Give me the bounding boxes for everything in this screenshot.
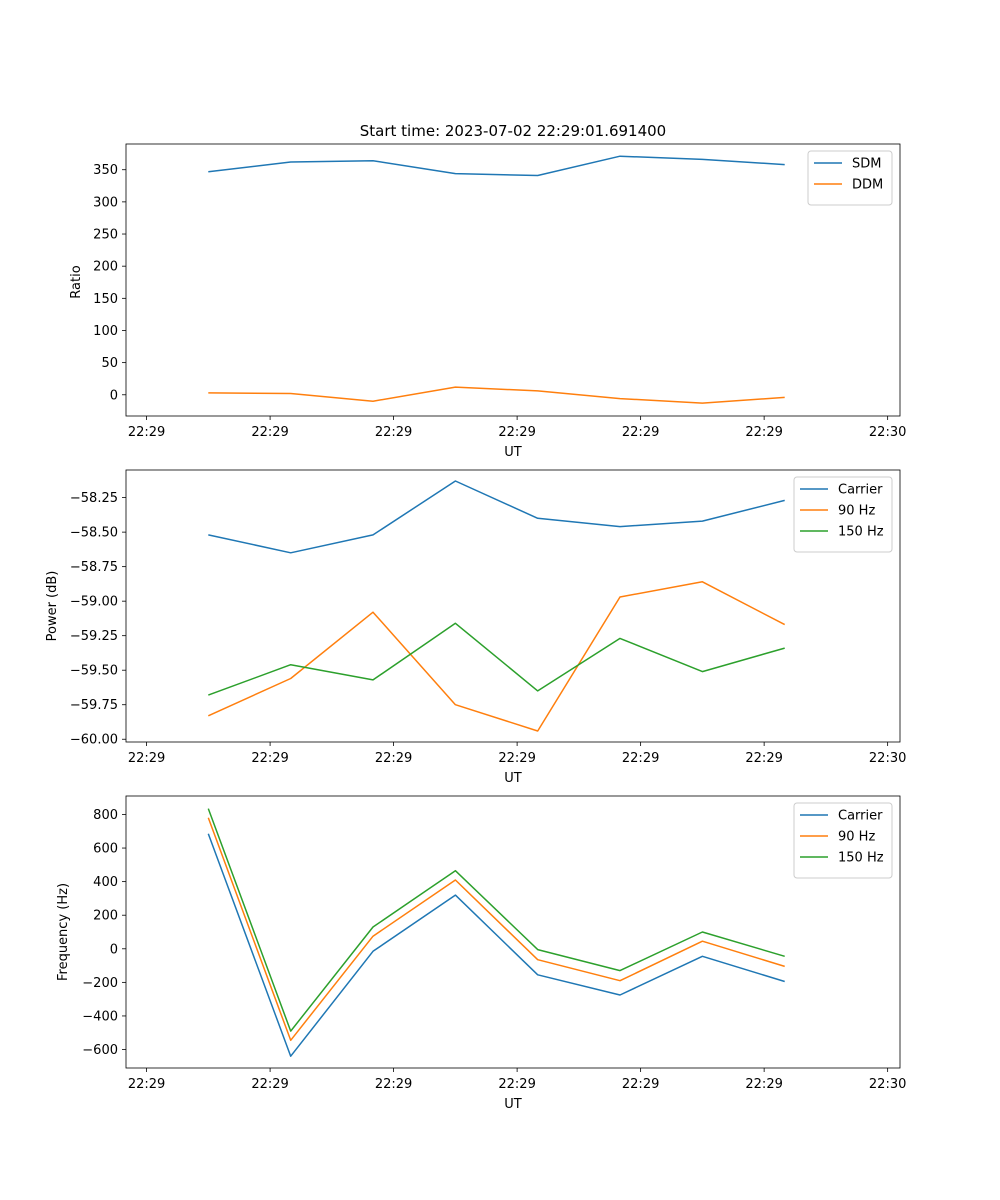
y-tick-label: −59.75: [70, 698, 118, 713]
y-tick-label: 200: [93, 909, 118, 924]
series-line-carrier: [208, 480, 785, 554]
x-tick-label: 22:29: [375, 425, 412, 440]
x-tick-label: 22:29: [251, 425, 288, 440]
x-tick-label: 22:29: [498, 1077, 535, 1092]
y-tick-label: −600: [82, 1043, 118, 1058]
series-line-150-hz: [207, 808, 785, 1032]
chart-title: Start time: 2023-07-02 22:29:01.691400: [360, 122, 666, 140]
x-tick-label: 22:29: [128, 1077, 165, 1092]
y-tick-label: 300: [93, 195, 118, 210]
legend-box: [807, 150, 893, 206]
x-tick-label: 22:30: [869, 1077, 906, 1092]
y-tick-label: 350: [93, 163, 118, 178]
y-tick-label: −58.25: [70, 491, 118, 506]
y-tick-label: 800: [93, 808, 118, 823]
x-tick-label: 22:29: [128, 425, 165, 440]
y-tick-label: 600: [93, 842, 118, 857]
axes-frame: [125, 795, 901, 1069]
axes-frame: [125, 143, 901, 417]
frequency-plot-area: 22:29 22:29 22:29 22:29 22:29 22:29 22:30 −600 −…: [82, 795, 906, 1092]
x-tick-label: 22:29: [498, 425, 535, 440]
series-line-sdm: [208, 155, 785, 177]
y-tick-label: 100: [93, 324, 118, 339]
x-tick-label: 22:29: [128, 751, 165, 766]
legend: SDM DDM: [807, 150, 893, 206]
legend-entry: 150 Hz: [838, 851, 884, 866]
x-tick-label: 22:30: [869, 751, 906, 766]
y-tick-label: 250: [93, 228, 118, 243]
y-tick-label: −58.75: [70, 560, 118, 575]
ratio-y-axis-label: Ratio: [69, 265, 84, 298]
frequency-panel: 22:29 22:29 22:29 22:29 22:29 22:29 22:30 −600 −…: [56, 795, 906, 1112]
x-tick-label: 22:29: [375, 1077, 412, 1092]
legend-entry: SDM: [852, 157, 881, 172]
power-x-axis-label: UT: [504, 771, 522, 786]
legend-entry: 90 Hz: [838, 830, 875, 845]
series-line-carrier: [207, 833, 785, 1057]
y-tick-label: −59.50: [70, 664, 118, 679]
x-tick-label: 22:29: [745, 751, 782, 766]
x-tick-label: 22:29: [251, 751, 288, 766]
y-tick-label: 0: [110, 942, 118, 957]
legend: Carrier 90 Hz 150 Hz: [793, 802, 893, 879]
y-tick-label: −59.00: [70, 595, 118, 610]
y-tick-label: 0: [110, 388, 118, 403]
y-tick-label: 400: [93, 875, 118, 890]
frequency-x-axis-label: UT: [504, 1097, 522, 1112]
legend-entry: 150 Hz: [838, 525, 884, 540]
y-tick-label: −200: [82, 976, 118, 991]
frequency-y-axis-label: Frequency (Hz): [56, 883, 71, 981]
y-tick-label: −59.25: [70, 629, 118, 644]
x-tick-label: 22:29: [622, 751, 659, 766]
y-tick-label: −60.00: [70, 733, 118, 748]
x-tick-label: 22:29: [622, 425, 659, 440]
x-tick-label: 22:30: [869, 425, 906, 440]
power-y-axis-label: Power (dB): [45, 571, 60, 642]
legend-entry: 90 Hz: [838, 504, 875, 519]
ratio-x-axis-label: UT: [504, 445, 522, 460]
power-plot-area: 22:29 22:29 22:29 22:29 22:29 22:29 22:30 −60.0…: [70, 469, 906, 766]
series-line-150-hz: [208, 622, 785, 696]
legend: Carrier 90 Hz 150 Hz: [793, 476, 893, 553]
legend-box: [793, 802, 893, 879]
y-tick-label: −400: [82, 1009, 118, 1024]
series-line-90-hz: [207, 817, 785, 1042]
x-tick-label: 22:29: [622, 1077, 659, 1092]
legend-box: [793, 476, 893, 553]
x-tick-label: 22:29: [251, 1077, 288, 1092]
axes-frame: [125, 469, 901, 743]
legend-entry: Carrier: [838, 809, 883, 824]
series-line-ddm: [208, 386, 785, 404]
y-tick-label: 150: [93, 292, 118, 307]
x-tick-label: 22:29: [745, 425, 782, 440]
y-tick-label: 50: [101, 356, 118, 371]
ratio-panel: Start time: 2023-07-02 22:29:01.691400 2…: [69, 122, 906, 460]
legend-entry: DDM: [852, 178, 883, 193]
y-tick-label: −58.50: [70, 526, 118, 541]
power-panel: 22:29 22:29 22:29 22:29 22:29 22:29 22:30 −60.0…: [45, 469, 906, 786]
ratio-plot-area: 22:29 22:29 22:29 22:29 22:29 22:29 22:30 0 50 10…: [93, 143, 906, 440]
legend-entry: Carrier: [838, 483, 883, 498]
y-tick-label: 200: [93, 260, 118, 275]
x-tick-label: 22:29: [375, 751, 412, 766]
x-tick-label: 22:29: [498, 751, 535, 766]
x-tick-label: 22:29: [745, 1077, 782, 1092]
